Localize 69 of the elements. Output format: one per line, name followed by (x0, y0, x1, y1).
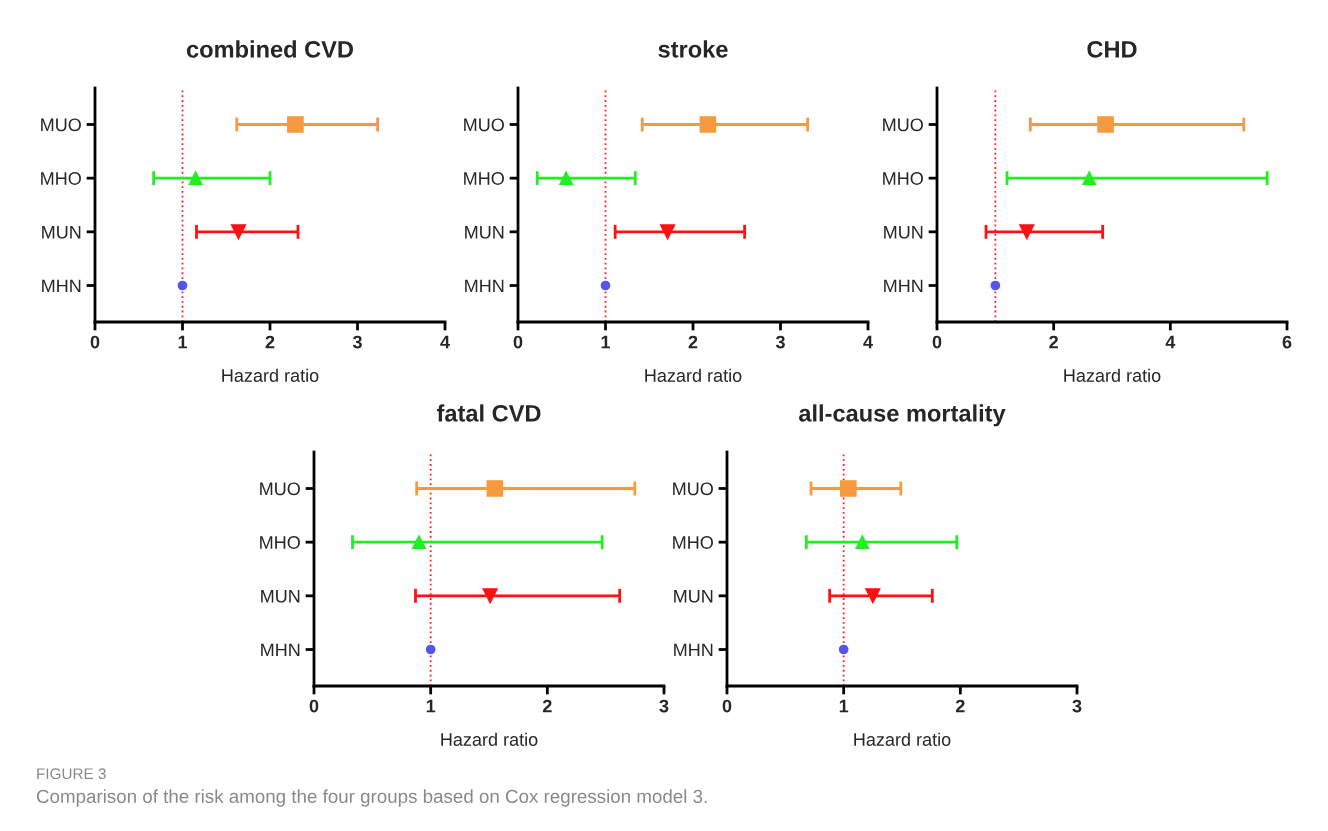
x-tick-label: 3 (352, 335, 362, 349)
x-tick-label: 4 (863, 335, 873, 349)
y-tick-label: MHN (465, 279, 504, 293)
x-tick-label: 1 (426, 699, 436, 713)
x-tick-label: 3 (775, 335, 785, 349)
point (855, 535, 870, 550)
point (188, 171, 203, 186)
y-tick-label: MUN (674, 589, 713, 603)
x-tick-label: 1 (178, 335, 188, 349)
x-tick-label: 2 (542, 699, 552, 713)
x-tick-label: 4 (1165, 335, 1176, 349)
y-tick-label: MHN (884, 279, 923, 293)
point (865, 588, 881, 604)
x-tick-label: 3 (659, 699, 669, 713)
point (486, 480, 504, 497)
text: Comparison of the risk among the four groups based on Cox regression model 3. (36, 789, 707, 807)
x-tick-label: 6 (1282, 335, 1292, 349)
y-tick-label: MUO (41, 118, 81, 132)
y-tick-label: MUO (464, 118, 504, 132)
point (839, 480, 857, 497)
y-tick-label: MHO (260, 536, 300, 549)
x-tick-label: 1 (839, 699, 849, 713)
x-tick-label: 2 (265, 335, 275, 349)
y-tick-label: MUN (465, 225, 504, 239)
y-tick-label: MUO (883, 118, 923, 132)
x-axis-title: Hazard ratio (441, 732, 538, 746)
point (1097, 116, 1114, 133)
point (230, 224, 247, 240)
x-tick-label: 1 (601, 335, 611, 349)
x-axis-title: Hazard ratio (854, 732, 951, 746)
y-tick-label: MUO (673, 482, 713, 496)
x-tick-label: 2 (688, 335, 698, 349)
point (699, 116, 717, 133)
y-tick-label: MHO (883, 172, 923, 185)
x-axis-title: Hazard ratio (222, 368, 319, 382)
point (1082, 171, 1097, 186)
point (1019, 224, 1035, 240)
caption: FIGURE 3 (37, 768, 106, 780)
chart-title: CHD (1087, 40, 1137, 58)
x-tick-label: 2 (955, 699, 965, 713)
x-tick-label: 0 (309, 699, 319, 713)
x-tick-label: 0 (932, 335, 942, 349)
y-tick-label: MHN (261, 643, 300, 657)
y-tick-label: MUN (261, 589, 300, 603)
point (482, 588, 498, 604)
x-tick-label: 2 (1049, 335, 1058, 349)
x-tick-label: 0 (90, 335, 100, 349)
x-tick-label: 0 (513, 335, 523, 349)
x-axis-title: Hazard ratio (645, 368, 742, 382)
y-tick-label: MHN (42, 279, 81, 293)
chart-title: stroke (658, 40, 728, 58)
point (412, 535, 426, 550)
y-tick-label: MHN (674, 643, 713, 657)
y-tick-label: MUO (260, 482, 300, 496)
x-axis-title: Hazard ratio (1064, 368, 1161, 382)
y-tick-label: MHO (673, 536, 713, 549)
x-tick-label: 3 (1072, 699, 1082, 713)
point (559, 171, 574, 186)
point (287, 116, 304, 133)
x-tick-label: 4 (440, 335, 450, 349)
y-tick-label: MUN (42, 225, 81, 239)
chart-title: fatal CVD (436, 404, 541, 422)
chart-title: combined CVD (186, 40, 353, 58)
y-tick-label: MHO (41, 172, 81, 185)
x-tick-label: 0 (722, 699, 732, 713)
point (659, 224, 676, 240)
y-tick-label: MUN (884, 225, 923, 239)
y-tick-label: MHO (464, 172, 504, 185)
chart-title: all-cause mortality (799, 404, 1006, 427)
